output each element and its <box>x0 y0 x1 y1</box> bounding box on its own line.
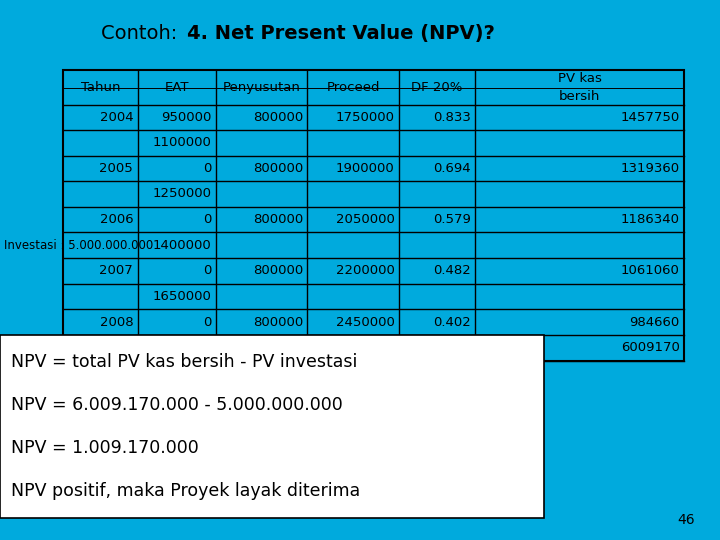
Text: 6009170: 6009170 <box>621 341 680 354</box>
Text: 1457750: 1457750 <box>621 111 680 124</box>
Text: 1900000: 1900000 <box>336 161 395 175</box>
Text: 2007: 2007 <box>99 264 133 278</box>
Text: 0.482: 0.482 <box>433 264 471 278</box>
Text: 2004: 2004 <box>99 111 133 124</box>
Text: 0.833: 0.833 <box>433 111 471 124</box>
Text: 0: 0 <box>203 213 212 226</box>
Text: Investasi : 5.000.000.000: Investasi : 5.000.000.000 <box>4 239 153 252</box>
Text: 0: 0 <box>203 161 212 175</box>
Text: 2450000: 2450000 <box>336 315 395 329</box>
Text: 2005: 2005 <box>99 161 133 175</box>
Text: EAT: EAT <box>164 81 189 94</box>
Text: Penyusutan: Penyusutan <box>222 81 301 94</box>
Text: NPV = 6.009.170.000 - 5.000.000.000: NPV = 6.009.170.000 - 5.000.000.000 <box>11 396 343 414</box>
Text: 950000: 950000 <box>161 111 212 124</box>
Text: 1750000: 1750000 <box>336 111 395 124</box>
Text: 800000: 800000 <box>253 111 303 124</box>
Text: 2008: 2008 <box>99 315 133 329</box>
Text: 1250000: 1250000 <box>153 187 212 200</box>
Text: 1186340: 1186340 <box>621 213 680 226</box>
Text: Tahun: Tahun <box>81 81 120 94</box>
Text: 1319360: 1319360 <box>621 161 680 175</box>
Text: 800000: 800000 <box>253 161 303 175</box>
Text: 0.579: 0.579 <box>433 213 471 226</box>
Text: 984660: 984660 <box>629 315 680 329</box>
Text: Contoh:: Contoh: <box>101 24 184 43</box>
Text: 800000: 800000 <box>253 213 303 226</box>
Text: PV kas: PV kas <box>558 72 601 85</box>
Text: NPV = total PV kas bersih - PV investasi: NPV = total PV kas bersih - PV investasi <box>11 353 357 371</box>
Text: NPV = 1.009.170.000: NPV = 1.009.170.000 <box>11 439 199 457</box>
Text: 1061060: 1061060 <box>621 264 680 278</box>
Text: 1400000: 1400000 <box>153 239 212 252</box>
Text: DF 20%: DF 20% <box>411 81 463 94</box>
Text: 4. Net Present Value (NPV)?: 4. Net Present Value (NPV)? <box>187 24 495 43</box>
Text: 46: 46 <box>678 512 695 526</box>
Bar <box>63 70 684 361</box>
Text: 2050000: 2050000 <box>336 213 395 226</box>
Text: 0.694: 0.694 <box>433 161 471 175</box>
Text: NPV positif, maka Proyek layak diterima: NPV positif, maka Proyek layak diterima <box>11 482 360 501</box>
Text: 0.402: 0.402 <box>433 315 471 329</box>
Text: 0: 0 <box>203 264 212 278</box>
Text: Proceed: Proceed <box>326 81 380 94</box>
Text: 1100000: 1100000 <box>153 136 212 149</box>
Text: 2006: 2006 <box>99 213 133 226</box>
Text: bersih: bersih <box>559 90 600 103</box>
Bar <box>0 335 544 518</box>
Text: 2200000: 2200000 <box>336 264 395 278</box>
Text: 1650000: 1650000 <box>153 290 212 303</box>
Text: 800000: 800000 <box>253 315 303 329</box>
Text: 800000: 800000 <box>253 264 303 278</box>
Text: 0: 0 <box>203 315 212 329</box>
